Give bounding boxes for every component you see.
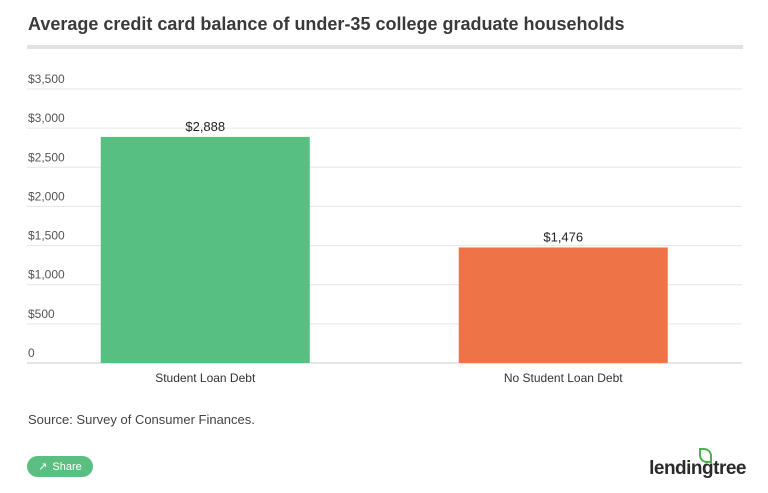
- data-label: $2,888: [185, 119, 225, 134]
- title-divider: [27, 45, 743, 49]
- lendingtree-logo: lendingtree: [649, 458, 746, 479]
- y-tick-label: $2,500: [28, 150, 65, 164]
- y-tick-label: $1,000: [28, 268, 65, 282]
- x-tick-label: No Student Loan Debt: [504, 371, 623, 385]
- y-tick-label: $2,000: [28, 189, 65, 203]
- chart-title: Average credit card balance of under-35 …: [28, 14, 625, 34]
- bar: [458, 247, 668, 363]
- data-label: $1,476: [543, 229, 583, 244]
- y-tick-label: $3,000: [28, 111, 65, 125]
- share-button[interactable]: ↗ Share: [27, 456, 93, 477]
- source-note: Source: Survey of Consumer Finances.: [28, 412, 255, 427]
- share-icon: ↗: [38, 461, 48, 473]
- share-label: Share: [52, 460, 82, 473]
- y-tick-label: $3,500: [28, 72, 65, 86]
- x-tick-label: Student Loan Debt: [155, 371, 256, 385]
- y-tick-label: 0: [28, 346, 35, 360]
- y-tick-label: $500: [28, 307, 55, 321]
- leaf-icon: [699, 448, 712, 463]
- y-tick-label: $1,500: [28, 229, 65, 243]
- bar: [100, 136, 310, 363]
